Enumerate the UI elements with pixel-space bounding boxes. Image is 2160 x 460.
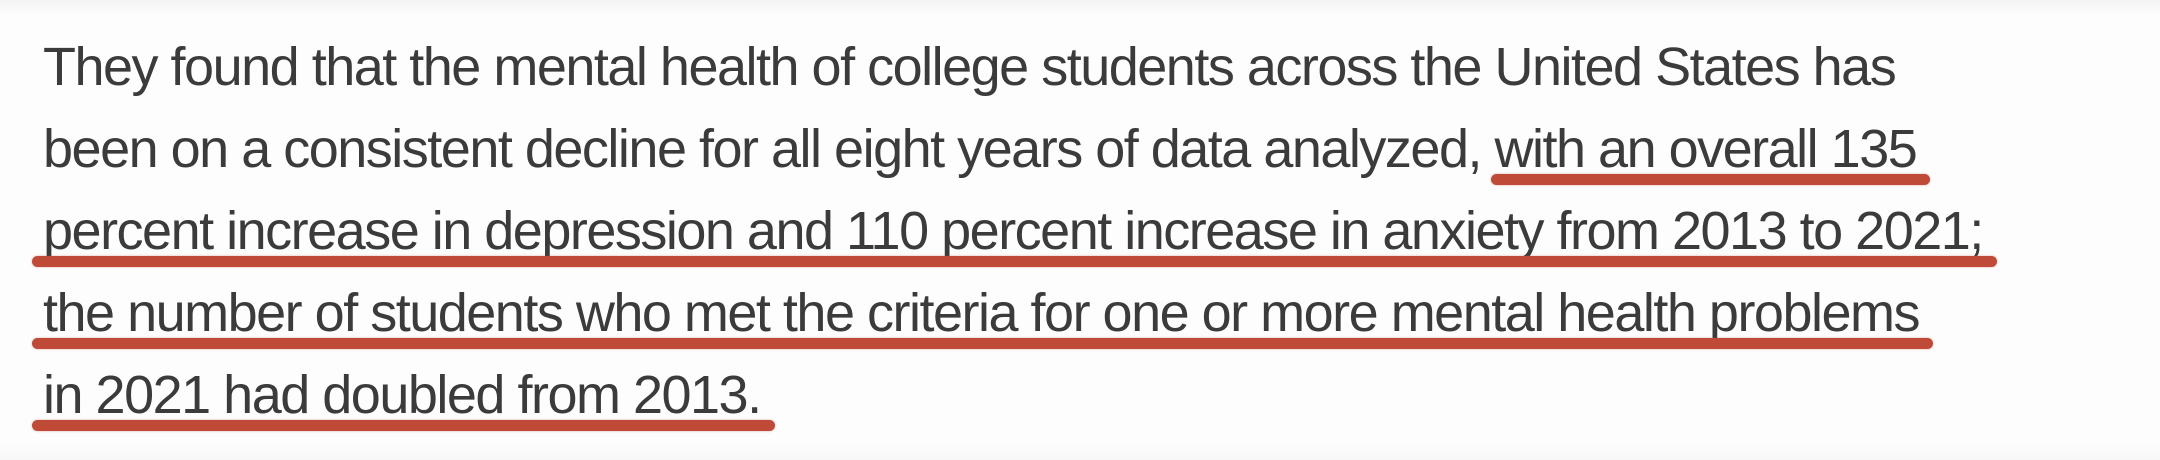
underlined-phrase-text: the number of students who met the crite…: [43, 283, 1921, 343]
paragraph-line-5: in 2021 had doubled from 2013.: [32, 354, 2160, 436]
red-underline: [32, 338, 1934, 349]
line-text: been on a consistent decline for all eig…: [43, 119, 1495, 179]
underlined-phrase: with an overall 135: [1490, 119, 1931, 185]
paragraph-line-2: been on a consistent decline for all eig…: [43, 108, 2160, 190]
underlined-phrase-text: percent increase in depression and 110 p…: [43, 201, 1984, 261]
paragraph-line-4: the number of students who met the crite…: [32, 272, 2160, 354]
underlined-phrase-text: with an overall 135: [1494, 119, 1918, 179]
underlined-phrase: percent increase in depression and 110 p…: [32, 201, 1997, 267]
red-underline: [1490, 174, 1931, 185]
underlined-phrase: the number of students who met the crite…: [32, 283, 1934, 349]
line-text: They found that the mental health of col…: [43, 37, 1897, 97]
paragraph-line-3: percent increase in depression and 110 p…: [32, 190, 2160, 272]
red-underline: [32, 256, 1997, 267]
underlined-phrase: in 2021 had doubled from 2013.: [32, 365, 775, 431]
red-underline: [32, 420, 775, 431]
underlined-phrase-text: in 2021 had doubled from 2013.: [43, 365, 762, 425]
paragraph-line-1: They found that the mental health of col…: [43, 26, 2160, 108]
